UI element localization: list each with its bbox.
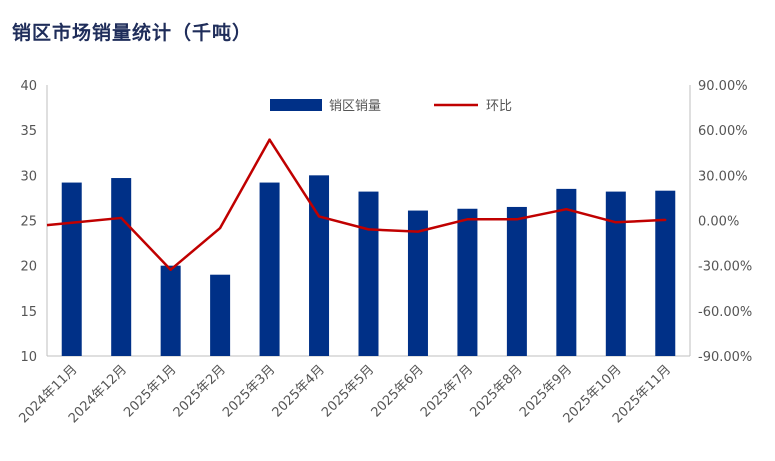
line-point — [565, 208, 568, 211]
bar — [506, 206, 527, 356]
legend-bar-swatch — [270, 99, 322, 111]
line-point — [70, 221, 73, 224]
line-point — [119, 216, 123, 220]
x-tick-label: 2025年8月 — [467, 362, 525, 420]
x-tick-label: 2025年4月 — [270, 362, 328, 420]
x-tick-label: 2025年3月 — [220, 362, 278, 420]
line-point — [367, 228, 370, 231]
left-tick-label: 25 — [20, 215, 37, 230]
right-tick-label: 90.00% — [698, 79, 748, 94]
line-path — [46, 138, 666, 271]
bar — [655, 190, 676, 356]
legend-bar-label: 销区销量 — [329, 99, 381, 114]
x-tick-label: 2025年1月 — [121, 362, 179, 420]
bar — [160, 265, 181, 356]
right-tick-label: 30.00% — [698, 169, 748, 184]
left-tick-label: 35 — [20, 124, 37, 139]
bar — [61, 182, 82, 356]
right-tick-label: 0.00% — [698, 215, 739, 230]
line-point — [614, 221, 618, 224]
bar-series — [61, 175, 676, 356]
bar — [605, 191, 626, 356]
bar — [309, 175, 330, 356]
bar — [407, 210, 428, 356]
right-tick-label: 60.00% — [698, 124, 748, 139]
line-point — [416, 230, 420, 233]
bar — [111, 178, 132, 356]
bar — [358, 191, 379, 356]
line-point — [317, 215, 321, 218]
line-point — [268, 138, 271, 141]
right-tick-label: -30.00% — [698, 260, 752, 275]
left-tick-label: 40 — [20, 79, 37, 94]
chart-title: 销区市场销量统计（千吨） — [12, 22, 253, 44]
line-point — [466, 218, 469, 221]
x-tick-label: 2025年6月 — [369, 362, 427, 420]
line-point — [515, 218, 519, 221]
left-tick-label: 20 — [20, 260, 37, 275]
x-tick-label: 2025年7月 — [418, 362, 476, 420]
bar — [556, 188, 577, 356]
x-tick-label: 2025年2月 — [171, 362, 229, 420]
bar — [259, 182, 280, 356]
line-point — [218, 226, 222, 230]
line-point — [664, 218, 667, 222]
right-tick-label: -60.00% — [698, 305, 752, 320]
bar — [457, 208, 478, 356]
left-tick-label: 15 — [20, 305, 37, 320]
x-tick-label: 2025年5月 — [319, 362, 377, 420]
line-series — [46, 138, 667, 271]
right-tick-label: -90.00% — [698, 350, 752, 365]
legend-line-label: 环比 — [486, 99, 512, 114]
left-tick-label: 30 — [20, 169, 37, 184]
bar — [210, 274, 231, 356]
left-tick-label: 10 — [20, 350, 37, 365]
line-point — [169, 268, 172, 271]
legend: 销区销量 环比 — [270, 99, 512, 114]
